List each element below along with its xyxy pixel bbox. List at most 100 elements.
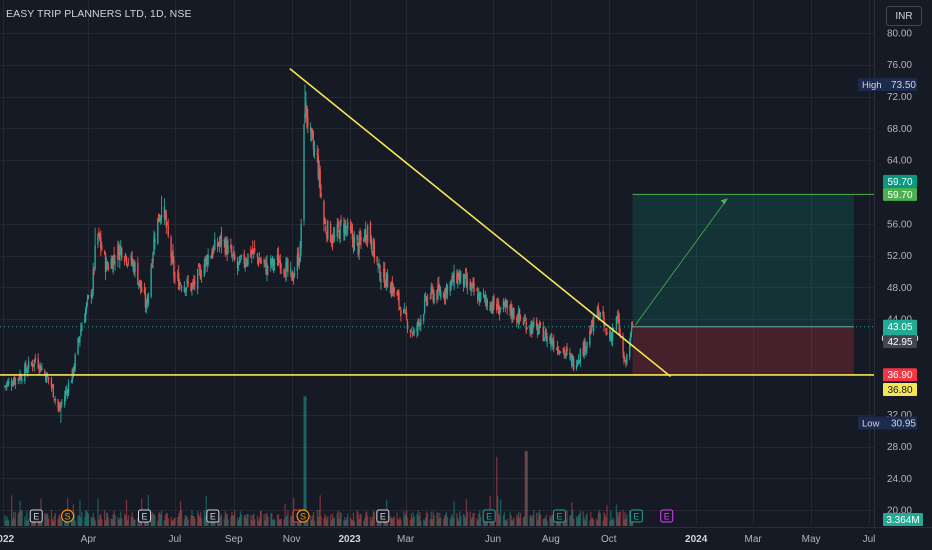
candle-body [145, 301, 148, 308]
time-axis-label: Jul [863, 534, 876, 545]
volume-bar [351, 520, 354, 526]
candle-body [113, 254, 115, 259]
candle-body [505, 303, 507, 305]
volume-bar [539, 514, 542, 526]
candle-body [6, 383, 8, 387]
candle-body [44, 370, 46, 374]
candle-body [320, 192, 322, 197]
candle-body [624, 360, 626, 362]
volume-bar [524, 450, 526, 526]
candle-body [257, 258, 260, 265]
candle-body [516, 317, 518, 321]
candle-body [64, 396, 66, 405]
candle-body [171, 253, 173, 263]
volume-bar [433, 515, 435, 526]
candle-body [190, 283, 192, 291]
candle-body [32, 364, 35, 366]
candle-body [392, 285, 394, 295]
volume-bar [284, 503, 286, 526]
candle-body [293, 272, 296, 277]
candle-body [204, 257, 206, 267]
price-axis-label: 32.00 [887, 410, 912, 421]
volume-bar [370, 520, 373, 526]
candle-body [256, 253, 259, 258]
candle-body [20, 375, 22, 380]
volume-bar [459, 511, 461, 526]
volume-bar [503, 512, 506, 526]
candle-body [298, 261, 300, 265]
candle-body [307, 117, 309, 128]
candle-body [81, 324, 83, 331]
candle-body [412, 330, 414, 335]
volume-bar [565, 519, 567, 526]
candle-body [393, 287, 395, 293]
volume-bar [409, 519, 412, 526]
volume-bar [166, 512, 168, 526]
volume-bar [54, 512, 56, 526]
candle-body [522, 322, 525, 325]
volume-bar [603, 512, 605, 526]
price-axis-label: 48.00 [887, 283, 912, 294]
candle-body [330, 239, 333, 243]
volume-bar [509, 511, 511, 526]
volume-bar [198, 516, 201, 526]
candle-body [153, 237, 155, 255]
volume-bar [27, 520, 29, 526]
candle-body [492, 298, 494, 313]
candle-body [403, 308, 405, 314]
candle-body [337, 222, 339, 228]
candle-body [53, 398, 55, 400]
volume-bar [203, 510, 206, 526]
candle-body [363, 239, 365, 242]
volume-bar [469, 511, 471, 526]
candle-body [406, 321, 409, 330]
candle-body [97, 234, 99, 245]
volume-bar [344, 517, 346, 526]
volume-bar [552, 514, 554, 526]
candle-body [529, 326, 531, 331]
candle-body [566, 347, 568, 352]
candle-body [119, 246, 121, 261]
volume-bar [320, 516, 322, 526]
volume-bar [499, 515, 501, 526]
candle-body [510, 303, 512, 314]
candle-body [223, 239, 225, 242]
candle-body [498, 310, 501, 315]
volume-bar [347, 513, 349, 526]
candle-body [226, 241, 228, 256]
candle-body [380, 279, 382, 283]
volume-bar [371, 516, 374, 526]
volume-bar [538, 510, 541, 526]
volume-bar [276, 514, 279, 526]
volume-bar [566, 510, 568, 526]
volume-bar [609, 520, 611, 526]
earnings-marker-label: E [33, 512, 39, 522]
candle-body [180, 286, 183, 289]
candle-body [396, 292, 398, 296]
candle-body [372, 240, 375, 256]
volume-bar [337, 511, 339, 526]
candle-body [465, 274, 468, 285]
volume-bar [410, 513, 413, 526]
volume-bar [440, 518, 442, 526]
candle-body [544, 331, 546, 337]
volume-bar [273, 519, 275, 526]
volume-bar [372, 511, 375, 526]
volume-bar [537, 512, 540, 526]
candle-body [606, 332, 608, 334]
volume-bar [438, 518, 440, 526]
candle-body [34, 357, 36, 361]
candle-body [391, 281, 394, 293]
candle-body [104, 254, 107, 273]
volume-bar [7, 519, 9, 526]
candle-body [178, 282, 181, 290]
volume-bar [45, 514, 47, 526]
currency-button[interactable]: INR [886, 6, 922, 26]
volume-bar [416, 513, 418, 526]
high-label-bg [858, 78, 917, 92]
volume-bar [392, 517, 394, 526]
projection-arrow [635, 198, 728, 326]
candle-body [99, 233, 101, 241]
candle-body [537, 330, 540, 333]
